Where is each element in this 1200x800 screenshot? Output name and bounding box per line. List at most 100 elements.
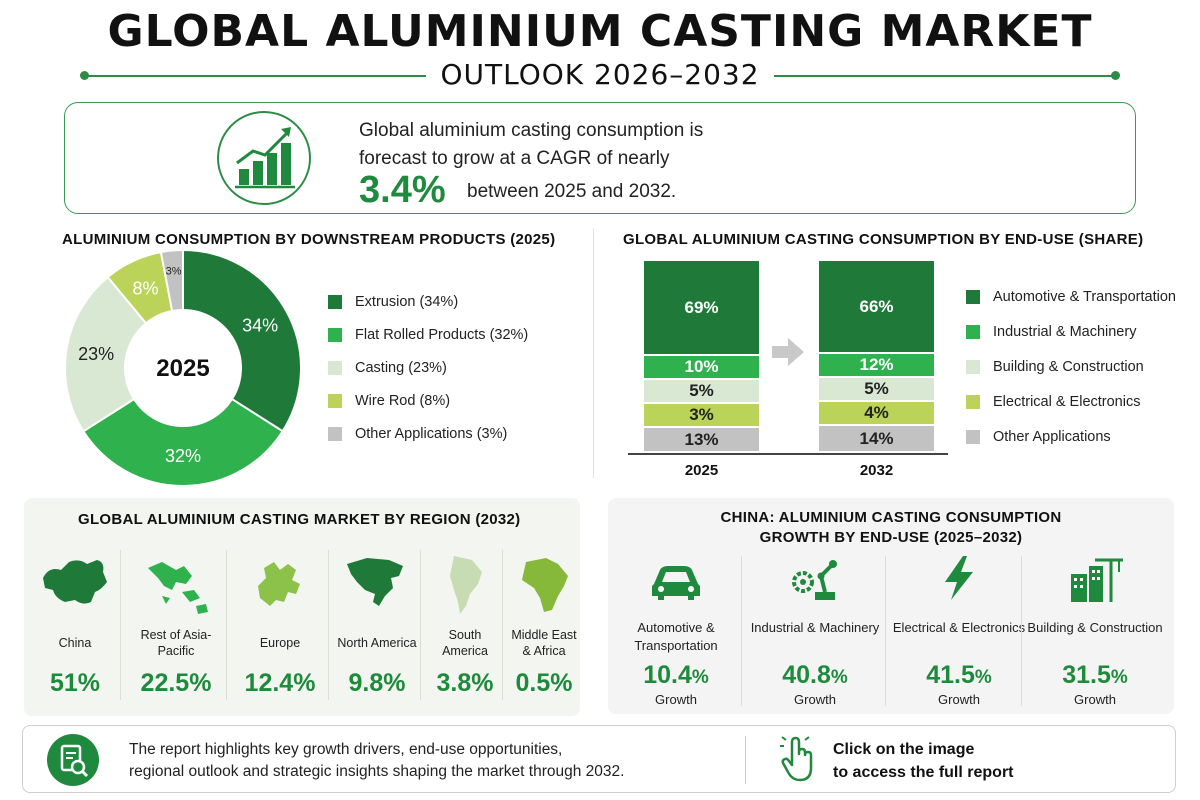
region-value: 3.8%: [436, 669, 494, 697]
china-growth-label: Building & Construction: [1027, 620, 1163, 635]
stacked-bar-2025: 69% 10% 5% 3% 13%: [644, 261, 759, 453]
region-item: Rest of Asia-Pacific 22.5%: [126, 548, 226, 698]
china-growth-value: 10.4%: [643, 661, 709, 689]
region-divider: [502, 550, 503, 700]
donut-value-label: 34%: [242, 316, 278, 336]
cta-line-2: to access the full report: [833, 764, 1014, 781]
footer-banner[interactable]: The report highlights key growth drivers…: [22, 725, 1176, 793]
china-growth-label: Industrial & Machinery: [750, 620, 880, 635]
region-item: China 51%: [30, 548, 120, 698]
x-tick-label: 2025: [684, 462, 719, 479]
legend-swatch: [328, 294, 342, 309]
legend-label: Casting (23%): [355, 359, 447, 376]
region-divider: [226, 550, 227, 700]
region-value: 9.8%: [348, 669, 406, 697]
bar-segment-automotive-transportation: 69%: [644, 261, 759, 355]
donut-value-label: 8%: [133, 278, 159, 298]
china-growth-value: 31.5%: [1062, 661, 1128, 689]
chart-baseline: [628, 453, 948, 455]
china-title-line-1: CHINA: ALUMINIUM CASTING CONSUMPTION: [720, 509, 1062, 526]
legend-label: Other Applications (3%): [355, 425, 508, 442]
donut-value-label: 23%: [78, 344, 114, 364]
legend-item: Electrical & Electronics: [966, 384, 1176, 419]
stacked-bar-2032: 66% 12% 5% 4% 14%: [819, 261, 934, 453]
china-growth-value: 40.8%: [782, 661, 848, 689]
china-growth-caption: Growth: [938, 692, 980, 707]
footer-cta-link[interactable]: Click on the image to access the full re…: [833, 738, 1014, 784]
legend-label: Industrial & Machinery: [993, 323, 1137, 340]
cagr-callout: Global aluminium casting consumption is …: [64, 102, 1136, 214]
cagr-line-1: Global aluminium casting consumption is: [359, 120, 704, 141]
china-panel: [608, 498, 1174, 714]
car-icon: [652, 566, 700, 600]
china-growth-caption: Growth: [1074, 692, 1116, 707]
region-name: Middle East & Africa: [511, 628, 577, 658]
legend-swatch: [328, 426, 342, 441]
legend-swatch: [966, 394, 980, 409]
subtitle-row: OUTLOOK 2026–2032: [80, 58, 1120, 94]
bar-segment-building-construction: 5%: [644, 380, 759, 403]
page-subtitle: OUTLOOK 2026–2032: [440, 58, 760, 91]
legend-swatch: [328, 393, 342, 408]
china-map-icon: [43, 560, 107, 604]
legend-label: Building & Construction: [993, 358, 1144, 375]
donut-chart: 34% 32% 23% 8% 3% 2025: [64, 248, 302, 487]
legend-item: Building & Construction: [966, 349, 1176, 384]
legend-label: Electrical & Electronics: [993, 393, 1141, 410]
legend-label: Automotive & Transportation: [993, 288, 1176, 305]
arrow-icon: [770, 336, 806, 373]
china-title: CHINA: ALUMINIUM CASTING CONSUMPTION GRO…: [608, 508, 1174, 548]
hand-click-icon: [778, 734, 818, 786]
region-item: Middle East & Africa 0.5%: [508, 548, 580, 698]
donut-value-label: 32%: [165, 446, 201, 466]
china-growth-caption: Growth: [655, 692, 697, 707]
china-growth-label: Automotive & Transportation: [634, 620, 718, 653]
legend-label: Wire Rod (8%): [355, 392, 451, 409]
donut-slice-extrusion: [182, 248, 302, 433]
bar-segment-building-construction: 5%: [819, 378, 934, 401]
europe-map-icon: [258, 562, 300, 606]
legend-item: Extrusion (34%): [328, 285, 528, 318]
donut-slice-other-applications: [159, 248, 184, 313]
legend-item: Industrial & Machinery: [966, 314, 1176, 349]
china-growth-item: Electrical & Electronics 41.5% Growth: [889, 552, 1029, 707]
footer-line-1: The report highlights key growth drivers…: [129, 741, 563, 758]
bar-segment-other-applications: 14%: [819, 426, 934, 451]
china-growth-item: Industrial & Machinery 40.8% Growth: [745, 552, 885, 707]
page-title: GLOBAL ALUMINIUM CASTING MARKET: [107, 6, 1093, 57]
x-tick-label: 2032: [859, 462, 894, 479]
bar-segment-automotive-transportation: 66%: [819, 261, 934, 353]
legend-item: Other Applications: [966, 419, 1176, 454]
cagr-value: 3.4%: [359, 169, 446, 211]
region-item: South America 3.8%: [426, 548, 504, 698]
china-growth-value: 41.5%: [926, 661, 992, 689]
donut-center-label: 2025: [156, 355, 209, 382]
donut-chart-title: ALUMINIUM CONSUMPTION BY DOWNSTREAM PROD…: [62, 231, 556, 248]
legend-label: Other Applications: [993, 428, 1111, 445]
china-divider: [885, 556, 886, 706]
cta-line-1: Click on the image: [833, 741, 975, 758]
region-divider: [328, 550, 329, 700]
stacked-chart-title: GLOBAL ALUMINIUM CASTING CONSUMPTION BY …: [623, 231, 1144, 248]
donut-value-label: 3%: [166, 265, 182, 277]
legend-item: Other Applications (3%): [328, 417, 528, 450]
divider-dot: [1111, 71, 1120, 80]
growth-chart-icon: [217, 111, 311, 205]
legend-swatch: [328, 327, 342, 342]
legend-swatch: [966, 289, 980, 304]
region-item: Europe 12.4%: [232, 548, 328, 698]
cagr-suffix: between 2025 and 2032.: [467, 181, 677, 202]
region-item: North America 9.8%: [334, 548, 420, 698]
legend-swatch: [966, 429, 980, 444]
china-growth-caption: Growth: [794, 692, 836, 707]
cagr-line-2: forecast to grow at a CAGR of nearly: [359, 148, 670, 169]
region-name: Europe: [259, 636, 301, 650]
region-title: GLOBAL ALUMINIUM CASTING MARKET BY REGIO…: [78, 511, 521, 528]
bar-segment-electrical-electronics: 4%: [819, 402, 934, 425]
donut-slice-flat-rolled-products: [81, 397, 285, 487]
bar-segment-industrial-machinery: 10%: [644, 356, 759, 379]
asia-pacific-map-icon: [148, 562, 208, 614]
region-name: Rest of Asia-Pacific: [140, 628, 212, 658]
legend-item: Casting (23%): [328, 351, 528, 384]
north-america-map-icon: [347, 558, 403, 606]
